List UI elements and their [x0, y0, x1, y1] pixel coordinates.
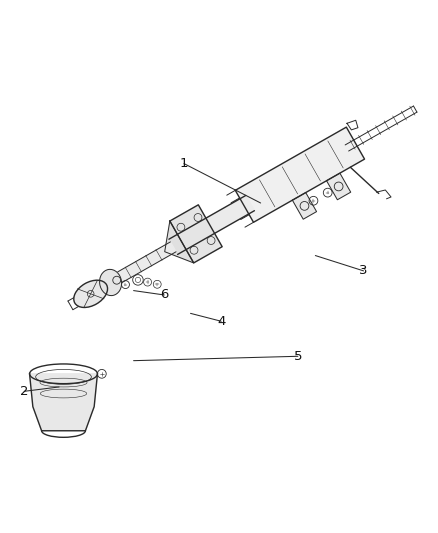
Ellipse shape	[99, 269, 122, 296]
Text: 3: 3	[359, 264, 368, 277]
Polygon shape	[165, 221, 194, 263]
Text: 1: 1	[180, 157, 188, 170]
Ellipse shape	[74, 280, 108, 308]
Text: 6: 6	[160, 288, 169, 302]
Polygon shape	[235, 127, 364, 222]
Polygon shape	[170, 205, 222, 263]
Polygon shape	[293, 192, 317, 219]
Polygon shape	[327, 173, 351, 200]
Polygon shape	[94, 242, 176, 295]
Polygon shape	[169, 196, 254, 254]
Polygon shape	[29, 374, 97, 431]
Text: 5: 5	[293, 350, 302, 363]
Text: 4: 4	[217, 315, 226, 328]
Text: 2: 2	[20, 385, 28, 398]
